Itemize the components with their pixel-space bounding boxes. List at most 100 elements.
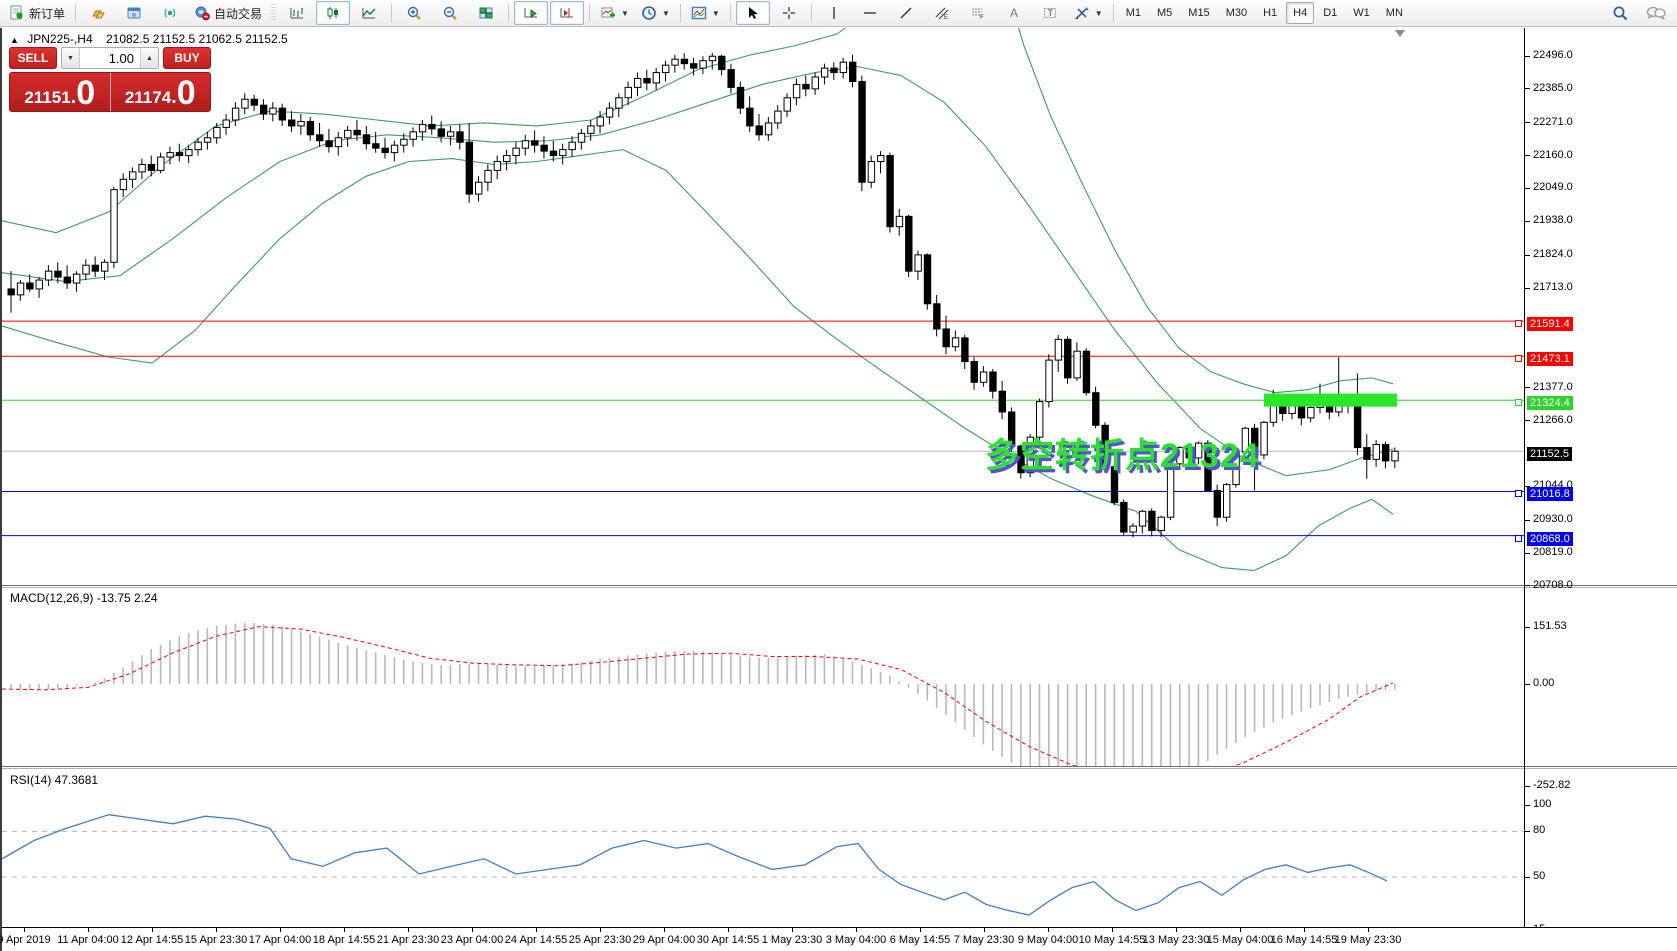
zoom-out-button[interactable]: [433, 1, 467, 25]
candle-body[interactable]: [1045, 359, 1053, 403]
candle-body[interactable]: [811, 76, 819, 90]
price-level-badge-21473.1[interactable]: 21473.1: [1527, 352, 1573, 367]
candle-body[interactable]: [951, 337, 960, 348]
indicators-button[interactable]: ▼: [686, 1, 725, 25]
candle-body[interactable]: [390, 144, 399, 154]
text-tool-button[interactable]: A: [997, 1, 1031, 25]
candle-body[interactable]: [727, 69, 735, 88]
candle-body[interactable]: [138, 163, 146, 173]
candle-body[interactable]: [1204, 442, 1212, 492]
sell-price[interactable]: 21151. 0: [10, 73, 111, 111]
candle-body[interactable]: [858, 80, 866, 183]
candle-body[interactable]: [1157, 516, 1165, 532]
candle-body[interactable]: [905, 215, 913, 272]
candle-body[interactable]: [101, 261, 109, 272]
candle-body[interactable]: [437, 128, 446, 137]
candle-body[interactable]: [1082, 350, 1091, 394]
candle-body[interactable]: [1026, 436, 1035, 474]
candle-body[interactable]: [428, 123, 436, 130]
candle-body[interactable]: [615, 97, 623, 109]
candlestick-chart-button[interactable]: [316, 1, 351, 25]
volume-value[interactable]: 1.00: [108, 50, 134, 66]
fibonacci-tool-button[interactable]: F: [961, 1, 995, 25]
candle-body[interactable]: [119, 178, 128, 191]
auto-scroll-button[interactable]: [514, 1, 549, 25]
candle-body[interactable]: [409, 131, 417, 140]
candle-body[interactable]: [1353, 405, 1362, 449]
macd-signal-line[interactable]: [2, 626, 1394, 766]
horizontal-line-tool-button[interactable]: [853, 1, 887, 25]
candle-body[interactable]: [1372, 444, 1380, 460]
search-button[interactable]: [1603, 1, 1637, 25]
candle-body[interactable]: [26, 282, 34, 290]
timeframe-button-h4[interactable]: H4: [1286, 2, 1315, 24]
candle-body[interactable]: [839, 61, 848, 74]
candle-body[interactable]: [222, 119, 230, 128]
candle-body[interactable]: [923, 254, 932, 305]
timeframe-button-m5[interactable]: M5: [1157, 7, 1173, 19]
candle-body[interactable]: [774, 110, 782, 124]
candle-body[interactable]: [72, 273, 81, 284]
level-anchor-square[interactable]: [1515, 534, 1522, 542]
candle-body[interactable]: [362, 134, 371, 145]
candle-body[interactable]: [203, 137, 212, 143]
candle-body[interactable]: [250, 98, 259, 106]
candle-body[interactable]: [372, 143, 380, 149]
candle-body[interactable]: [1148, 510, 1156, 532]
candle-body[interactable]: [147, 163, 156, 171]
tile-windows-button[interactable]: [469, 1, 503, 25]
candle-body[interactable]: [44, 270, 53, 281]
candle-body[interactable]: [792, 83, 801, 99]
timeframe-button-m15[interactable]: M15: [1188, 7, 1210, 19]
volume-decrease-button[interactable]: ▼: [62, 48, 80, 68]
candle-body[interactable]: [1129, 525, 1137, 533]
cursor-tool-button[interactable]: [735, 1, 770, 25]
candle-body[interactable]: [231, 107, 240, 121]
candle-body[interactable]: [662, 64, 670, 74]
candle-body[interactable]: [830, 67, 838, 74]
timeframe-button-m1[interactable]: M1: [1125, 7, 1141, 19]
vertical-line-tool-button[interactable]: [817, 1, 851, 25]
support-zone-highlight[interactable]: [1264, 393, 1397, 407]
candle-body[interactable]: [568, 141, 576, 151]
candle-body[interactable]: [456, 131, 464, 143]
candle-body[interactable]: [1260, 421, 1268, 456]
candle-body[interactable]: [1017, 445, 1025, 474]
candle-body[interactable]: [194, 141, 202, 151]
candle-body[interactable]: [802, 83, 810, 90]
candle-body[interactable]: [914, 254, 922, 272]
candle-body[interactable]: [998, 390, 1006, 413]
bollinger-middle-band[interactable]: [2, 66, 1394, 477]
candle-body[interactable]: [1241, 427, 1250, 453]
price-level-badge-21016.8[interactable]: 21016.8: [1527, 487, 1573, 502]
level-anchor-square[interactable]: [1515, 320, 1522, 328]
candle-body[interactable]: [185, 149, 193, 157]
candle-body[interactable]: [877, 155, 885, 162]
candle-body[interactable]: [895, 215, 904, 228]
candle-body[interactable]: [475, 181, 483, 195]
candle-body[interactable]: [325, 140, 333, 148]
buy-price[interactable]: 21174. 0: [111, 73, 211, 111]
candle-body[interactable]: [1251, 427, 1259, 456]
bollinger-upper-band[interactable]: [2, 28, 1394, 394]
candle-body[interactable]: [157, 156, 165, 171]
candle-body[interactable]: [512, 147, 520, 157]
price-level-badge-20868.0[interactable]: 20868.0: [1527, 531, 1573, 546]
autotrading-button[interactable]: 自动交易: [189, 1, 267, 25]
candle-body[interactable]: [736, 86, 745, 109]
candle-body[interactable]: [16, 282, 25, 296]
candle-body[interactable]: [446, 131, 455, 137]
candle-body[interactable]: [54, 270, 62, 278]
arrows-tool-button[interactable]: ▼: [1069, 1, 1108, 25]
candle-body[interactable]: [1110, 466, 1119, 503]
bollinger-lower-band[interactable]: [2, 149, 1394, 572]
candle-body[interactable]: [521, 140, 530, 149]
candle-body[interactable]: [1120, 501, 1128, 533]
candle-body[interactable]: [961, 337, 969, 363]
price-chart-canvas[interactable]: [2, 28, 1525, 585]
candle-body[interactable]: [1391, 450, 1399, 462]
price-level-badge-21324.4[interactable]: 21324.4: [1527, 396, 1573, 411]
text-label-tool-button[interactable]: T: [1033, 1, 1067, 25]
candle-body[interactable]: [259, 104, 268, 115]
equidistant-channel-tool-button[interactable]: E: [925, 1, 959, 25]
